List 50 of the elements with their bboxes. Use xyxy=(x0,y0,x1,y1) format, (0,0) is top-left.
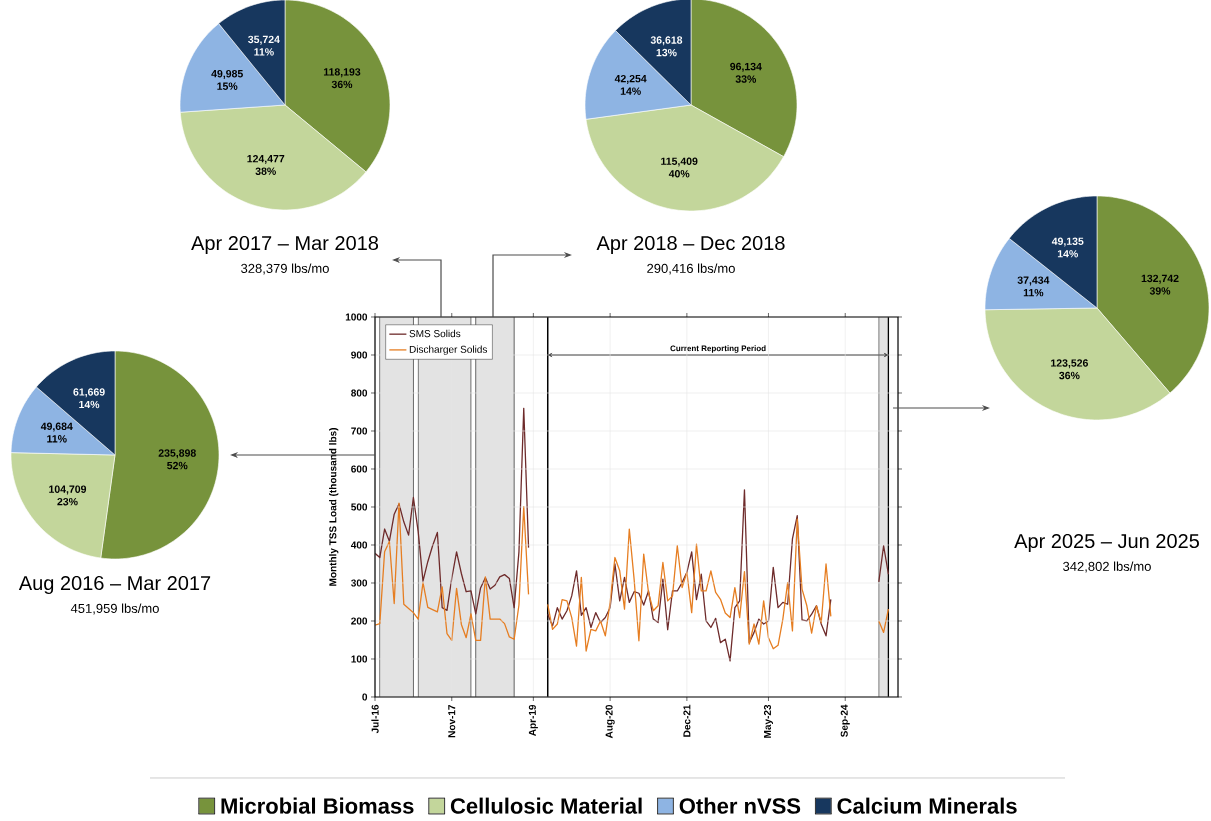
y-axis-title: Monthly TSS Load (thousand lbs) xyxy=(329,428,339,586)
text: Apr 2018 – Dec 2018 xyxy=(596,235,785,255)
data-label: 132,742 39% xyxy=(1141,274,1179,295)
data-label: 115,409 40% xyxy=(661,157,698,178)
y-tick-label: 300 xyxy=(351,579,368,587)
x-tick-label: Jul-16 xyxy=(371,704,379,734)
text: Aug 2016 – Mar 2017 xyxy=(18,575,211,595)
legend-label: Cellulosic Material xyxy=(450,797,642,814)
y-tick-label: 800 xyxy=(351,389,368,397)
text: 328,379 lbs/mo xyxy=(241,263,329,275)
legend-label: Discharger Solids xyxy=(409,345,488,355)
legend-label: SMS Solids xyxy=(409,329,461,338)
y-tick-label: 100 xyxy=(351,655,368,663)
y-tick-label: 700 xyxy=(351,427,368,435)
annotation: Current Reporting Period xyxy=(670,345,766,353)
y-tick-label: 500 xyxy=(351,503,368,511)
text: Apr 2025 – Jun 2025 xyxy=(1014,533,1199,553)
y-tick-label: 400 xyxy=(350,541,368,549)
text: 342,802 lbs/mo xyxy=(1063,561,1151,573)
x-tick-label: Sep-24 xyxy=(840,704,850,738)
legend-label: Other nVSS xyxy=(679,797,801,814)
x-tick-label: Dec-21 xyxy=(683,704,691,737)
x-tick-label: Nov-17 xyxy=(448,704,456,738)
data-label: 36,618 13% xyxy=(650,36,683,57)
x-tick-label: Aug-20 xyxy=(605,704,615,739)
y-tick-label: 900 xyxy=(351,351,368,359)
y-tick-label: 200 xyxy=(351,617,368,625)
data-label: 49,985 15% xyxy=(211,69,243,90)
data-label: 35,724 11% xyxy=(248,35,280,56)
data-label: 104,709 23% xyxy=(49,485,87,506)
data-label: 37,434 11% xyxy=(1017,276,1050,297)
x-tick-label: Apr-19 xyxy=(528,704,538,736)
data-label: 118,193 36% xyxy=(323,68,361,89)
legend-label: Calcium Minerals xyxy=(837,797,1017,814)
data-label: 96,134 33% xyxy=(730,62,762,83)
legend-label: Microbial Biomass xyxy=(221,797,414,814)
data-label: 123,526 36% xyxy=(1051,359,1088,380)
y-tick-label: 1000 xyxy=(345,313,368,321)
data-label: 49,684 11% xyxy=(40,422,73,443)
text: 451,959 lbs/mo xyxy=(70,603,159,615)
text: Apr 2017 – Mar 2018 xyxy=(191,235,379,255)
y-tick-label: 0 xyxy=(362,693,368,701)
data-label: 235,898 52% xyxy=(158,449,196,470)
y-tick-label: 600 xyxy=(351,465,368,473)
data-label: 49,135 14% xyxy=(1051,237,1084,258)
x-tick-label: May-23 xyxy=(763,704,773,738)
data-label: 42,254 14% xyxy=(614,74,647,95)
data-label: 61,669 14% xyxy=(73,388,105,409)
data-label: 124,477 38% xyxy=(247,155,285,175)
text: 290,416 lbs/mo xyxy=(647,263,735,275)
